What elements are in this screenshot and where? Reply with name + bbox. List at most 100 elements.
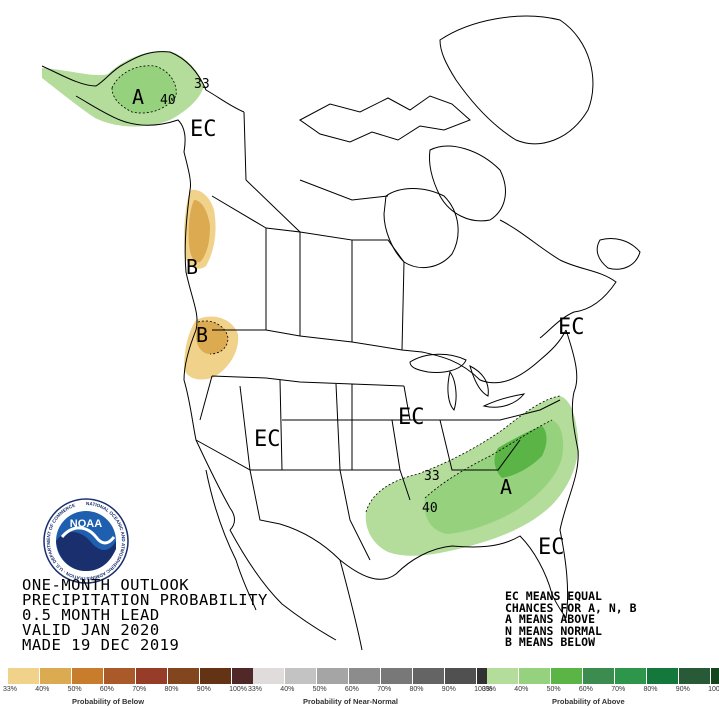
legend-below-tick-2: 40% xyxy=(35,686,50,693)
legend-near-normal-swatch-5 xyxy=(381,668,412,684)
legend-below-swatch-7 xyxy=(200,668,231,684)
label-ec-alaska: EC xyxy=(190,117,217,142)
legend-near-normal-tick-1: 33% xyxy=(248,686,263,693)
label-40-se: 40 xyxy=(422,501,438,516)
legend-below-tick-5: 70% xyxy=(132,686,147,693)
mexico xyxy=(229,529,363,651)
baja xyxy=(205,469,257,611)
legend-above-swatch-4 xyxy=(583,668,614,684)
legend-near-normal-caption: Probability of Near-Normal xyxy=(303,697,399,706)
legend-above-swatch-1 xyxy=(487,668,518,684)
key-line-2: CHANCES FOR A, N, B xyxy=(505,600,637,615)
legend-above-swatch-7 xyxy=(679,668,710,684)
legend-above-swatch-5 xyxy=(615,668,646,684)
legend-below-tick-6: 80% xyxy=(164,686,179,693)
prov-ab-sk xyxy=(265,227,301,336)
legend-above-tick-6: 80% xyxy=(643,686,658,693)
legend-below-tick-7: 90% xyxy=(196,686,211,693)
key-line-3: A MEANS ABOVE xyxy=(505,612,596,626)
legend-above-tick-2: 40% xyxy=(514,686,529,693)
map-labels: EC A 40 33 B B EC EC EC EC A 33 40 xyxy=(132,77,585,560)
legend-below-swatch-6 xyxy=(168,668,199,684)
legend-below-swatch-4 xyxy=(104,668,135,684)
key-line-1: EC MEANS EQUAL xyxy=(505,589,602,603)
title-line-3: 0.5 MONTH LEAD xyxy=(22,606,160,624)
legend-near-normal-tick-5: 70% xyxy=(377,686,392,693)
legend-near-normal-swatch-3 xyxy=(317,668,348,684)
prov-territories xyxy=(245,179,389,233)
se-above-50 xyxy=(494,426,547,478)
title-line-2: PRECIPITATION PROBABILITY xyxy=(22,591,268,609)
legend-above xyxy=(487,668,719,684)
newfoundland xyxy=(596,238,641,270)
legend-below xyxy=(8,668,264,684)
legend-above-tick-8: 100% xyxy=(708,686,719,693)
legend-above-tick-3: 50% xyxy=(546,686,561,693)
label-a-southeast: A xyxy=(500,475,512,499)
prov-sk-mb xyxy=(299,231,353,342)
legend-above-caption: Probability of Above xyxy=(552,697,625,706)
oregon-contour xyxy=(197,320,229,355)
legend-above-tick-5: 70% xyxy=(611,686,626,693)
lake-erie xyxy=(482,393,526,408)
legend-near-normal-swatch-2 xyxy=(285,668,316,684)
lake-huron xyxy=(469,365,489,397)
label-a-alaska: A xyxy=(132,85,144,109)
se-contour-40 xyxy=(424,419,553,499)
legend-near-normal-tick-8: 100% xyxy=(474,686,492,693)
legend-below-swatch-1 xyxy=(8,668,39,684)
legend-above-swatch-3 xyxy=(551,668,582,684)
us-states xyxy=(195,375,561,561)
label-33-se: 33 xyxy=(424,469,440,484)
oregon-below-40 xyxy=(196,320,228,354)
boundaries xyxy=(41,15,641,651)
legend-above-tick-1: 33% xyxy=(482,686,497,693)
alaska-coast xyxy=(41,51,245,113)
label-ec-florida: EC xyxy=(538,535,565,560)
alaska-south-coast xyxy=(75,95,191,191)
legend-near-normal-tick-3: 50% xyxy=(312,686,327,693)
bc-below-40 xyxy=(188,200,210,263)
legend-above-tick-7: 90% xyxy=(675,686,690,693)
lake-michigan xyxy=(447,370,457,411)
legend-near-normal-tick-4: 60% xyxy=(344,686,359,693)
legend-above-swatch-6 xyxy=(647,668,678,684)
prov-bc-ab xyxy=(211,195,267,330)
title-line-1: ONE-MONTH OUTLOOK xyxy=(22,576,190,594)
legend-below-tick-4: 60% xyxy=(99,686,114,693)
atlantic-coast xyxy=(559,329,579,619)
legend-below-tick-3: 50% xyxy=(67,686,82,693)
label-40-alaska: 40 xyxy=(160,93,176,108)
key-line-5: B MEANS BELOW xyxy=(505,635,596,649)
prov-yukon xyxy=(243,111,247,181)
legend-below-tick-1: 33% xyxy=(3,686,18,693)
key-line-4: N MEANS NORMAL xyxy=(505,623,602,638)
lake-superior xyxy=(409,353,467,373)
legend-near-normal-swatch-4 xyxy=(349,668,380,684)
key-block: EC MEANS EQUAL CHANCES FOR A, N, B A MEA… xyxy=(505,589,637,649)
contours xyxy=(111,65,561,513)
legend-near-normal-tick-2: 40% xyxy=(280,686,295,693)
legend-below-swatch-5 xyxy=(136,668,167,684)
greenland xyxy=(439,15,594,145)
legend-above-swatch-2 xyxy=(519,668,550,684)
legend-near-normal-tick-7: 90% xyxy=(441,686,456,693)
se-contour-33 xyxy=(365,395,561,513)
legend-near-normal-swatch-1 xyxy=(253,668,284,684)
label-33-alaska: 33 xyxy=(194,77,210,92)
legend-below-caption: Probability of Below xyxy=(72,697,145,706)
legend-below-swatch-3 xyxy=(72,668,103,684)
arctic-islands xyxy=(299,95,471,143)
legend-near-normal-swatch-6 xyxy=(413,668,444,684)
title-line-4: VALID JAN 2020 xyxy=(22,621,160,639)
label-ec-west: EC xyxy=(254,427,281,452)
legend-near-normal xyxy=(253,668,509,684)
title-block: ONE-MONTH OUTLOOK PRECIPITATION PROBABIL… xyxy=(22,576,268,654)
legend-below-swatch-2 xyxy=(40,668,71,684)
title-line-5: MADE 19 DEC 2019 xyxy=(22,636,180,654)
baffin xyxy=(429,145,506,222)
legend-above-swatch-8 xyxy=(711,668,719,684)
label-ec-northeast: EC xyxy=(558,315,585,340)
label-b-bc: B xyxy=(186,255,198,279)
